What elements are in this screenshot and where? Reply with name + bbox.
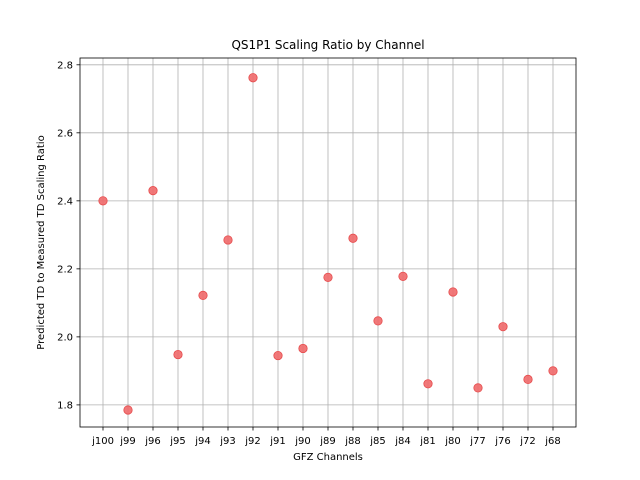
x-tick-label: j89 <box>319 436 336 447</box>
x-tick-label: j99 <box>119 436 136 447</box>
y-tick-label: 2.4 <box>57 196 73 207</box>
data-point-j88 <box>348 233 358 243</box>
data-point-j91 <box>273 350 283 361</box>
data-point-j72 <box>523 374 533 384</box>
x-tick-label: j80 <box>444 436 461 447</box>
y-tick-label: 1.8 <box>57 400 73 411</box>
y-tick-label: 2.2 <box>57 264 73 275</box>
data-point-j93 <box>223 235 233 245</box>
y-tick-label: 2.6 <box>57 128 73 139</box>
data-point-j92 <box>248 73 258 83</box>
x-tick-label: j91 <box>269 436 286 447</box>
data-point-j84 <box>398 271 408 281</box>
data-point-j90 <box>298 343 308 354</box>
y-tick-label: 2.0 <box>57 332 73 343</box>
x-tick-label: j84 <box>394 436 411 447</box>
grid-lines <box>80 58 576 427</box>
data-point-j80 <box>448 287 458 297</box>
data-point-j76 <box>498 322 508 332</box>
x-tick-label: j72 <box>519 436 536 447</box>
y-axis-ticks: 1.8 2.0 2.2 2.4 2.6 2.8 <box>57 60 80 411</box>
x-tick-label: j88 <box>344 436 361 447</box>
x-tick-label: j92 <box>244 436 261 447</box>
x-tick-label: j96 <box>144 436 161 447</box>
x-axis-label: GFZ Channels <box>293 452 363 463</box>
data-point-j89 <box>323 272 333 282</box>
x-tick-label: j77 <box>469 436 486 447</box>
data-point-j77 <box>473 383 483 393</box>
data-points <box>98 73 558 415</box>
y-axis-label: Predicted TD to Measured TD Scaling Rati… <box>36 135 47 349</box>
x-tick-label: j81 <box>419 436 436 447</box>
y-tick-label: 2.8 <box>57 60 73 71</box>
data-point-j94 <box>198 290 208 300</box>
x-tick-label: j94 <box>194 436 211 447</box>
x-tick-label: j95 <box>169 436 186 447</box>
x-tick-label: j85 <box>369 436 386 447</box>
data-point-j85 <box>373 316 383 326</box>
chart-title: QS1P1 Scaling Ratio by Channel <box>231 38 424 52</box>
data-point-j68 <box>548 366 558 376</box>
x-tick-label: j93 <box>219 436 236 447</box>
data-point-j100 <box>98 196 108 206</box>
data-point-j95 <box>173 349 183 360</box>
data-point-j81 <box>423 379 433 389</box>
x-tick-label: j90 <box>294 436 311 447</box>
data-point-j96 <box>148 186 158 196</box>
x-tick-label: j76 <box>494 436 511 447</box>
x-axis-ticks: j100 j99 j96 j95 j94 j93 j92 j91 j90 j89 j88 j85 j84… <box>91 427 561 447</box>
x-tick-label: j100 <box>91 436 114 447</box>
data-point-j99 <box>123 405 133 415</box>
x-tick-label: j68 <box>544 436 561 447</box>
